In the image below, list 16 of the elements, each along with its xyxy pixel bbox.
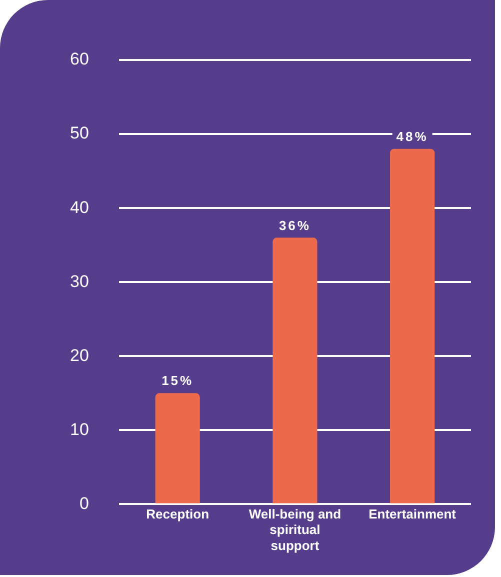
y-tick-label: 50	[70, 124, 89, 143]
y-tick-label: 20	[70, 346, 89, 365]
x-tick-label: Well-being and spiritual support	[248, 506, 342, 553]
data-label: 15%	[162, 373, 194, 388]
y-tick-label: 10	[70, 420, 89, 439]
bar	[155, 393, 200, 504]
y-tick-label: 30	[70, 272, 89, 291]
data-label: 48%	[396, 128, 428, 144]
bar	[272, 238, 318, 504]
y-tick-label: 40	[70, 198, 89, 217]
x-tick-label: Entertainment	[368, 506, 457, 522]
data-label: 36%	[278, 218, 311, 233]
y-tick-label: 60	[70, 50, 89, 69]
bar	[390, 148, 435, 504]
x-tick-label: Reception	[146, 506, 210, 522]
y-tick-label: 0	[79, 494, 89, 513]
